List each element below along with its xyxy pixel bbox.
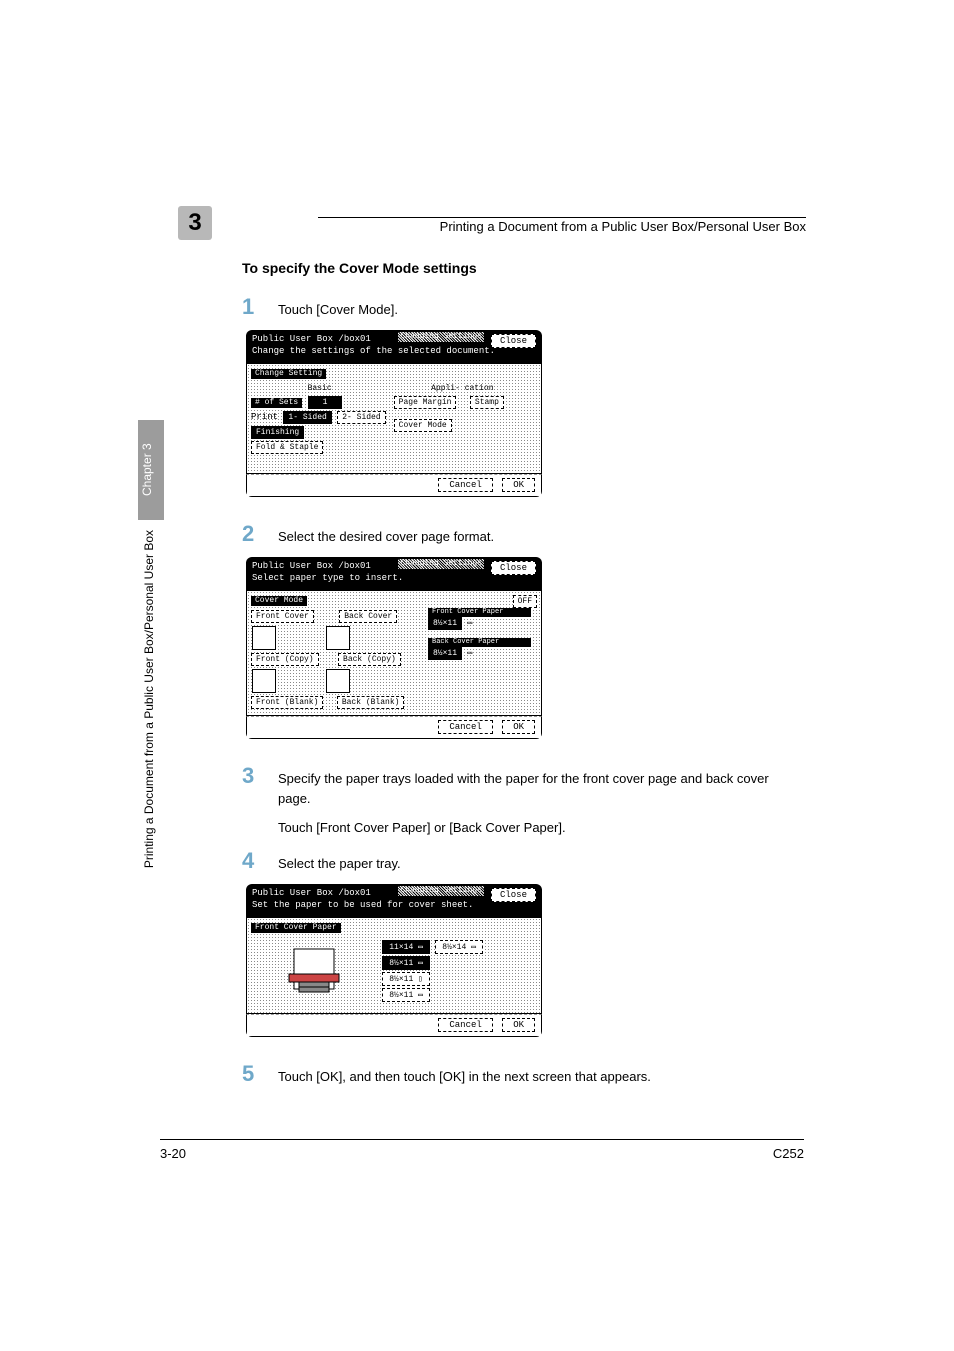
- step-1: 1 Touch [Cover Mode].: [242, 294, 802, 320]
- screen1-cancel-button[interactable]: Cancel: [438, 478, 492, 492]
- back-copy-icon: [326, 669, 350, 693]
- screen1-stamp-button[interactable]: Stamp: [470, 396, 504, 409]
- screen3-cancel-button[interactable]: Cancel: [438, 1018, 492, 1032]
- tray-3-button[interactable]: 8½×11 ▭: [382, 956, 430, 970]
- screen2-front-cover: Front Cover: [251, 610, 314, 623]
- page-header-title: Printing a Document from a Public User B…: [318, 217, 806, 234]
- tray-5-button[interactable]: 8½×11 ▭: [382, 988, 430, 1002]
- screen1-ok-button[interactable]: OK: [502, 478, 535, 492]
- screen2-off-button[interactable]: OFF: [513, 595, 537, 608]
- step-1-text: Touch [Cover Mode].: [278, 294, 398, 320]
- screen1-changing-tab: Changing Settings: [398, 332, 484, 342]
- screen1-print-label: Print: [251, 412, 278, 422]
- screen-cover-mode: Public User Box /box01 Select paper type…: [246, 557, 542, 739]
- step-1-number: 1: [242, 294, 278, 320]
- step-2-text: Select the desired cover page format.: [278, 521, 494, 547]
- tray-1-button[interactable]: 11×14 ▭: [382, 940, 430, 954]
- back-cover-icon: [326, 626, 350, 650]
- screen-change-settings: Public User Box /box01 Change the settin…: [246, 330, 542, 497]
- step-3-text-b: Touch [Front Cover Paper] or [Back Cover…: [278, 818, 802, 838]
- section-title: To specify the Cover Mode settings: [242, 260, 802, 276]
- screen3-tab: Front Cover Paper: [251, 923, 341, 933]
- screen2-back-blank-button[interactable]: Back (Blank): [337, 696, 405, 709]
- screen2-front-blank-button[interactable]: Front (Blank): [251, 696, 323, 709]
- screen1-basic-label: Basic: [304, 383, 336, 394]
- screen2-front-copy-button[interactable]: Front (Copy): [251, 653, 319, 666]
- step-2-number: 2: [242, 521, 278, 547]
- step-5-number: 5: [242, 1061, 278, 1087]
- screen1-fold-button[interactable]: Fold & Staple: [251, 441, 323, 454]
- page-footer: 3-20 C252: [160, 1139, 804, 1161]
- step-5: 5 Touch [OK], and then touch [OK] in the…: [242, 1061, 802, 1087]
- screen1-finishing-button[interactable]: Finishing: [251, 426, 304, 439]
- screen1-1sided-button[interactable]: 1- Sided: [283, 411, 331, 424]
- screen1-page-margin-button[interactable]: Page Margin: [394, 396, 457, 409]
- screen1-appli-label: Appli- cation: [427, 383, 497, 394]
- screen3-changing-tab: Changing Settings: [398, 886, 484, 896]
- screen2-fcp-label: Front Cover Paper: [428, 608, 531, 617]
- screen1-sets-value: 1: [308, 396, 343, 409]
- footer-model: C252: [773, 1146, 804, 1161]
- step-3-number: 3: [242, 763, 278, 789]
- step-4-text: Select the paper tray.: [278, 848, 401, 874]
- screen3-close-button[interactable]: Close: [491, 888, 536, 902]
- screen2-ok-button[interactable]: OK: [502, 720, 535, 734]
- step-4-number: 4: [242, 848, 278, 874]
- tray-4-button[interactable]: 8½×11 ▯: [382, 972, 430, 986]
- screen1-tab: Change Setting: [251, 369, 326, 379]
- screen2-back-copy-button[interactable]: Back (Copy): [338, 653, 401, 666]
- chapter-number-badge: 3: [178, 206, 212, 240]
- sidebar-title: Printing a Document from a Public User B…: [142, 530, 156, 868]
- printer-icon: [274, 939, 354, 999]
- tray-2-button[interactable]: 8½×14 ▭: [435, 940, 483, 954]
- screen1-close-button[interactable]: Close: [491, 334, 536, 348]
- screen2-bcp-button[interactable]: 8½×11: [428, 647, 462, 660]
- sidebar-chapter-label: Chapter 3: [138, 420, 164, 520]
- screen2-back-cover: Back Cover: [339, 610, 397, 623]
- step-2: 2 Select the desired cover page format.: [242, 521, 802, 547]
- screen1-sets-label: # of Sets: [251, 398, 302, 408]
- step-3: 3 Specify the paper trays loaded with th…: [242, 763, 802, 838]
- screen-front-cover-paper: Public User Box /box01 Set the paper to …: [246, 884, 542, 1037]
- screen2-close-button[interactable]: Close: [491, 561, 536, 575]
- step-3-text-a: Specify the paper trays loaded with the …: [278, 769, 802, 808]
- header-rule: [318, 217, 806, 218]
- front-copy-icon: [252, 669, 276, 693]
- footer-page-number: 3-20: [160, 1146, 186, 1161]
- screen2-bcp-label: Back Cover Paper: [428, 638, 531, 647]
- step-5-text: Touch [OK], and then touch [OK] in the n…: [278, 1061, 651, 1087]
- step-4: 4 Select the paper tray.: [242, 848, 802, 874]
- screen1-2sided-button[interactable]: 2- Sided: [337, 411, 385, 424]
- screen3-ok-button[interactable]: OK: [502, 1018, 535, 1032]
- screen1-cover-mode-button[interactable]: Cover Mode: [394, 419, 452, 432]
- screen2-cancel-button[interactable]: Cancel: [438, 720, 492, 734]
- screen2-tab: Cover Mode: [251, 596, 307, 606]
- screen2-fcp-button[interactable]: 8½×11: [428, 617, 462, 630]
- side-tab: Chapter 3 Printing a Document from a Pub…: [138, 420, 168, 1010]
- front-cover-icon: [252, 626, 276, 650]
- screen2-changing-tab: Changing Settings: [398, 559, 484, 569]
